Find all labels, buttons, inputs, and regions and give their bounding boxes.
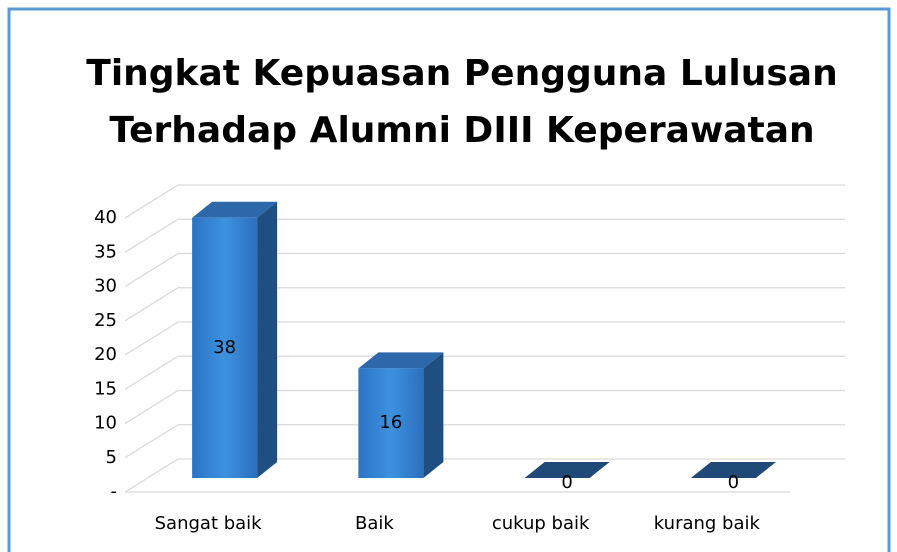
grid-line xyxy=(124,184,845,219)
chart-border xyxy=(7,7,891,552)
y-tick-label: 5 xyxy=(106,447,117,468)
y-tick-label: 20 xyxy=(94,344,117,365)
bar-top xyxy=(524,462,610,478)
grid-line xyxy=(124,218,845,253)
y-tick-label: - xyxy=(111,481,118,502)
value-label: 0 xyxy=(728,472,739,493)
x-tick-label: cukup baik xyxy=(492,513,590,534)
bar-front xyxy=(358,368,424,478)
y-tick-label: 30 xyxy=(94,276,117,297)
y-tick-label: 40 xyxy=(94,207,117,228)
grid-line xyxy=(124,355,845,390)
chart-title: Tingkat Kepuasan Pengguna Lulusan xyxy=(86,53,837,94)
x-tick-label: Sangat baik xyxy=(155,513,263,534)
bar-side xyxy=(423,352,444,478)
grid-line xyxy=(124,458,845,493)
chart-title: Terhadap Alumni DIII Keperawatan xyxy=(109,110,814,151)
bar xyxy=(192,201,278,478)
value-label: 38 xyxy=(213,337,236,358)
x-tick-label: Baik xyxy=(355,513,394,534)
grid-line xyxy=(124,287,845,322)
y-tick-label: 25 xyxy=(94,310,117,331)
bar-side xyxy=(257,201,278,478)
bar xyxy=(358,352,444,478)
y-tick-label: 10 xyxy=(94,413,117,434)
grid-line xyxy=(124,389,845,425)
bar-top xyxy=(690,462,776,478)
grid-line xyxy=(124,424,845,459)
bar xyxy=(524,462,610,478)
grid-line xyxy=(124,321,845,356)
bar-top xyxy=(358,352,444,369)
y-tick-label: 15 xyxy=(94,378,117,399)
value-label: 0 xyxy=(561,472,572,493)
value-label: 16 xyxy=(379,412,402,433)
bar-top xyxy=(192,201,278,218)
bar xyxy=(690,462,776,478)
bar-front xyxy=(192,217,258,478)
y-tick-label: 35 xyxy=(94,241,117,262)
x-tick-label: kurang baik xyxy=(654,513,761,534)
grid-line xyxy=(124,252,845,288)
